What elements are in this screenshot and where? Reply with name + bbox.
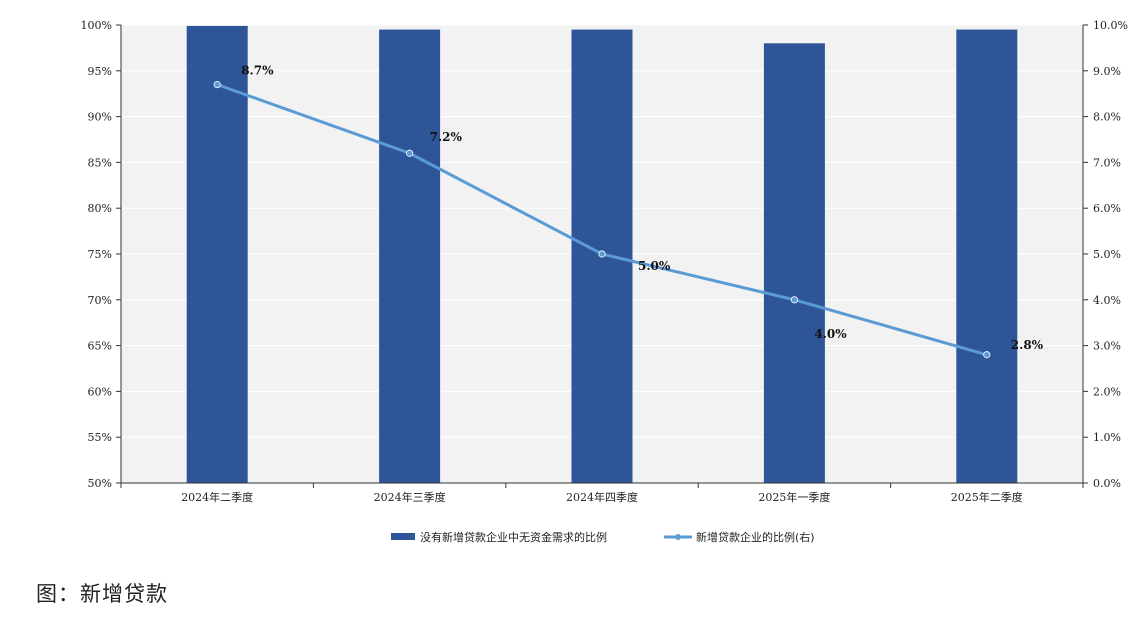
bar xyxy=(956,29,1018,484)
y-right-tick-label: 3.0% xyxy=(1093,340,1121,353)
y-left-tick-label: 50% xyxy=(88,477,112,490)
x-tick-label: 2024年二季度 xyxy=(181,490,253,504)
data-label: 7.2% xyxy=(430,130,463,144)
figure-caption: 图：新增贷款 xyxy=(36,582,168,606)
y-left-tick-label: 90% xyxy=(88,111,112,124)
y-left-tick-label: 60% xyxy=(88,385,112,398)
y-right-tick-label: 1.0% xyxy=(1093,431,1121,444)
x-tick-label: 2025年二季度 xyxy=(951,490,1023,504)
legend-label-bar: 没有新增贷款企业中无资金需求的比例 xyxy=(420,530,607,544)
y-right-tick-label: 2.0% xyxy=(1093,385,1121,398)
bar xyxy=(763,43,825,483)
y-left-tick-label: 55% xyxy=(88,431,112,444)
x-tick-label: 2024年四季度 xyxy=(566,490,638,504)
ratio-point xyxy=(790,296,799,304)
data-label: 8.7% xyxy=(241,64,274,78)
y-right-tick-label: 9.0% xyxy=(1093,65,1121,78)
y-left-tick-label: 85% xyxy=(88,156,112,169)
x-tick-label: 2024年三季度 xyxy=(374,490,446,504)
y-right-tick-label: 10.0% xyxy=(1093,19,1128,32)
y-right-tick-label: 7.0% xyxy=(1093,156,1121,169)
y-left-tick-label: 80% xyxy=(88,202,112,215)
legend-swatch-marker xyxy=(675,534,681,540)
legend-swatch-bar xyxy=(391,533,415,540)
data-label: 2.8% xyxy=(1011,338,1044,352)
y-left-tick-label: 75% xyxy=(88,248,112,261)
y-left-tick-label: 70% xyxy=(88,294,112,307)
y-right-tick-label: 8.0% xyxy=(1093,111,1121,124)
data-label: 4.0% xyxy=(814,327,847,341)
y-left-tick-label: 95% xyxy=(88,65,112,78)
y-right-tick-label: 5.0% xyxy=(1093,248,1121,261)
x-tick-label: 2025年一季度 xyxy=(758,490,830,504)
ratio-point xyxy=(213,80,221,89)
y-right-tick-label: 0.0% xyxy=(1093,477,1121,490)
y-left-tick-label: 65% xyxy=(88,340,112,353)
legend-label-line: 新增贷款企业的比例(右) xyxy=(696,530,815,544)
y-left-tick-label: 100% xyxy=(81,19,112,32)
ratio-point xyxy=(405,149,414,157)
data-label: 5.0% xyxy=(638,259,671,273)
y-right-tick-label: 4.0% xyxy=(1093,294,1121,307)
bar xyxy=(379,29,441,484)
bar xyxy=(186,25,248,483)
y-right-tick-label: 6.0% xyxy=(1093,202,1121,215)
ratio-point xyxy=(598,250,606,258)
ratio-point xyxy=(983,351,991,359)
legend: 没有新增贷款企业中无资金需求的比例 新增贷款企业的比例(右) xyxy=(391,530,815,544)
